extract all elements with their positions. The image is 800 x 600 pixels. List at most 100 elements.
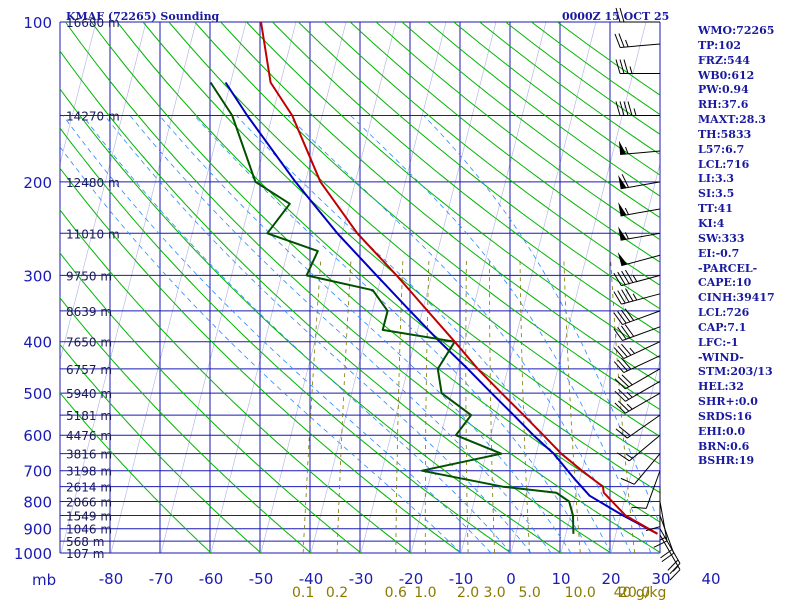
index-item: LFC:-1 <box>698 335 739 349</box>
height-label: 5940 m <box>66 387 112 401</box>
wind-barb-staff <box>620 150 661 156</box>
wind-barb <box>614 380 661 402</box>
wind-barb-feather <box>618 376 630 388</box>
temperature-tick-label: 30 <box>651 570 670 588</box>
wind-barb <box>614 33 661 48</box>
index-item: BRN:0.6 <box>698 439 750 453</box>
wind-barb-half-feather <box>624 232 629 240</box>
wind-barb-half-feather <box>624 207 629 215</box>
wind-barb-feather <box>620 477 635 485</box>
wind-barb-feather <box>613 328 623 341</box>
index-item: SI:3.5 <box>698 187 735 201</box>
index-item: EI:-0.7 <box>698 246 740 260</box>
wind-barb-half-feather <box>626 403 633 410</box>
dry-adiabat-line <box>60 50 612 553</box>
wind-barb <box>615 414 661 439</box>
wind-barb-feather <box>621 289 630 303</box>
index-item: -PARCEL- <box>698 261 758 275</box>
mixing-ratio-lines <box>302 259 660 553</box>
pressure-tick-label: 600 <box>23 427 52 445</box>
index-item: PW:0.94 <box>698 83 749 97</box>
height-label: 1549 m <box>66 510 112 524</box>
temperature-tick-label: 0 <box>506 570 516 588</box>
height-label: 107 m <box>66 547 104 561</box>
wind-barb-staff <box>621 274 661 287</box>
pressure-tick-label: 400 <box>23 334 52 352</box>
wind-barb-feather <box>621 374 633 386</box>
wind-barb-staff <box>623 355 661 374</box>
wind-barb-feather <box>621 174 629 188</box>
moist-adiabat-line <box>129 115 552 553</box>
wind-barb-feather <box>617 452 630 462</box>
index-item: SRDS:16 <box>698 409 752 423</box>
temperature-trace <box>260 22 658 535</box>
wind-barb-feather <box>661 552 674 563</box>
wind-barb-staff <box>622 310 661 326</box>
wind-barb-staff <box>659 501 668 542</box>
isotherm-grid <box>60 22 660 553</box>
mixing-ratio-label: 20.0 <box>619 585 650 600</box>
index-item: SHR+:0.0 <box>698 395 758 409</box>
wind-barb-half-feather <box>632 293 638 301</box>
wind-barb-feather <box>614 33 621 48</box>
wind-barb <box>620 453 661 485</box>
wind-barb-feather <box>618 426 631 437</box>
moist-adiabat-line <box>423 115 660 527</box>
wind-barb-staff <box>659 515 675 554</box>
height-label: 8639 m <box>66 305 112 319</box>
temperature-tick-label: -80 <box>99 570 124 588</box>
index-item: WMO:72265 <box>698 24 775 37</box>
pressure-tick-label: 1000 <box>14 545 52 563</box>
height-label: 16680 m <box>66 16 120 30</box>
height-label: 11010 m <box>66 227 120 241</box>
wind-barb <box>659 528 681 575</box>
wind-barb-feather <box>618 400 630 412</box>
wind-barb-feather <box>621 270 630 284</box>
wind-barb-staff <box>621 293 661 305</box>
sounding-time: 0000Z 15 OCT 25 <box>562 10 670 23</box>
wind-barb-staff <box>625 380 661 402</box>
isotherm-line <box>260 22 397 553</box>
dewpoint-trace <box>209 81 575 534</box>
mixing-ratio-line <box>395 259 404 553</box>
wind-barb <box>617 252 661 267</box>
index-item: RH:37.6 <box>698 98 749 112</box>
wind-barb-staff <box>625 392 661 414</box>
wind-barb-feather <box>624 308 635 321</box>
mixing-ratio-label: 5.0 <box>518 585 540 600</box>
height-label: 14270 m <box>66 110 120 124</box>
wind-barb-feather <box>645 526 661 532</box>
wind-barb-feather <box>667 559 679 571</box>
wind-barb-feather <box>669 569 681 581</box>
dry-adiabat-line <box>142 22 660 465</box>
wind-barb-feather <box>615 428 628 439</box>
mixing-ratio-line <box>563 259 581 553</box>
index-item: CAPE:10 <box>698 276 752 290</box>
index-item: LI:3.3 <box>698 172 735 186</box>
wind-barb-feather <box>631 506 647 509</box>
height-label: 5181 m <box>66 409 112 423</box>
wind-barb <box>645 486 661 532</box>
indices-panel: WMO:72265 TP:102 FRZ:544 WB0:612 PW:0.94 RH:3… <box>698 24 798 469</box>
wind-barb-feather <box>660 548 673 559</box>
moist-adiabat-line <box>194 115 592 553</box>
wind-barb-staff <box>659 528 681 564</box>
pressure-tick-label: 100 <box>23 14 52 32</box>
dry-adiabat-line <box>272 22 660 334</box>
moist-adiabat-line <box>104 115 532 553</box>
pressure-unit-label: mb <box>32 571 56 589</box>
temperature-tick-label: -10 <box>449 570 474 588</box>
wind-barb <box>618 174 661 190</box>
dry-adiabat-line <box>194 22 660 411</box>
moist-adiabat-line <box>236 115 612 553</box>
wind-barb <box>613 324 661 341</box>
isotherm-line <box>610 359 660 553</box>
mixing-ratio-label: 0.1 <box>292 585 314 600</box>
wind-barb <box>618 226 661 241</box>
index-item: LCL:726 <box>698 306 750 320</box>
pressure-tick-label: 900 <box>23 521 52 539</box>
wind-barb-feather <box>613 361 625 373</box>
moist-adiabat-line <box>82 115 512 553</box>
pressure-labels: 100 200 300 400 500 600 700 800 900 1000 <box>14 14 52 563</box>
mixing-ratio-label: 10.0 <box>565 585 596 600</box>
